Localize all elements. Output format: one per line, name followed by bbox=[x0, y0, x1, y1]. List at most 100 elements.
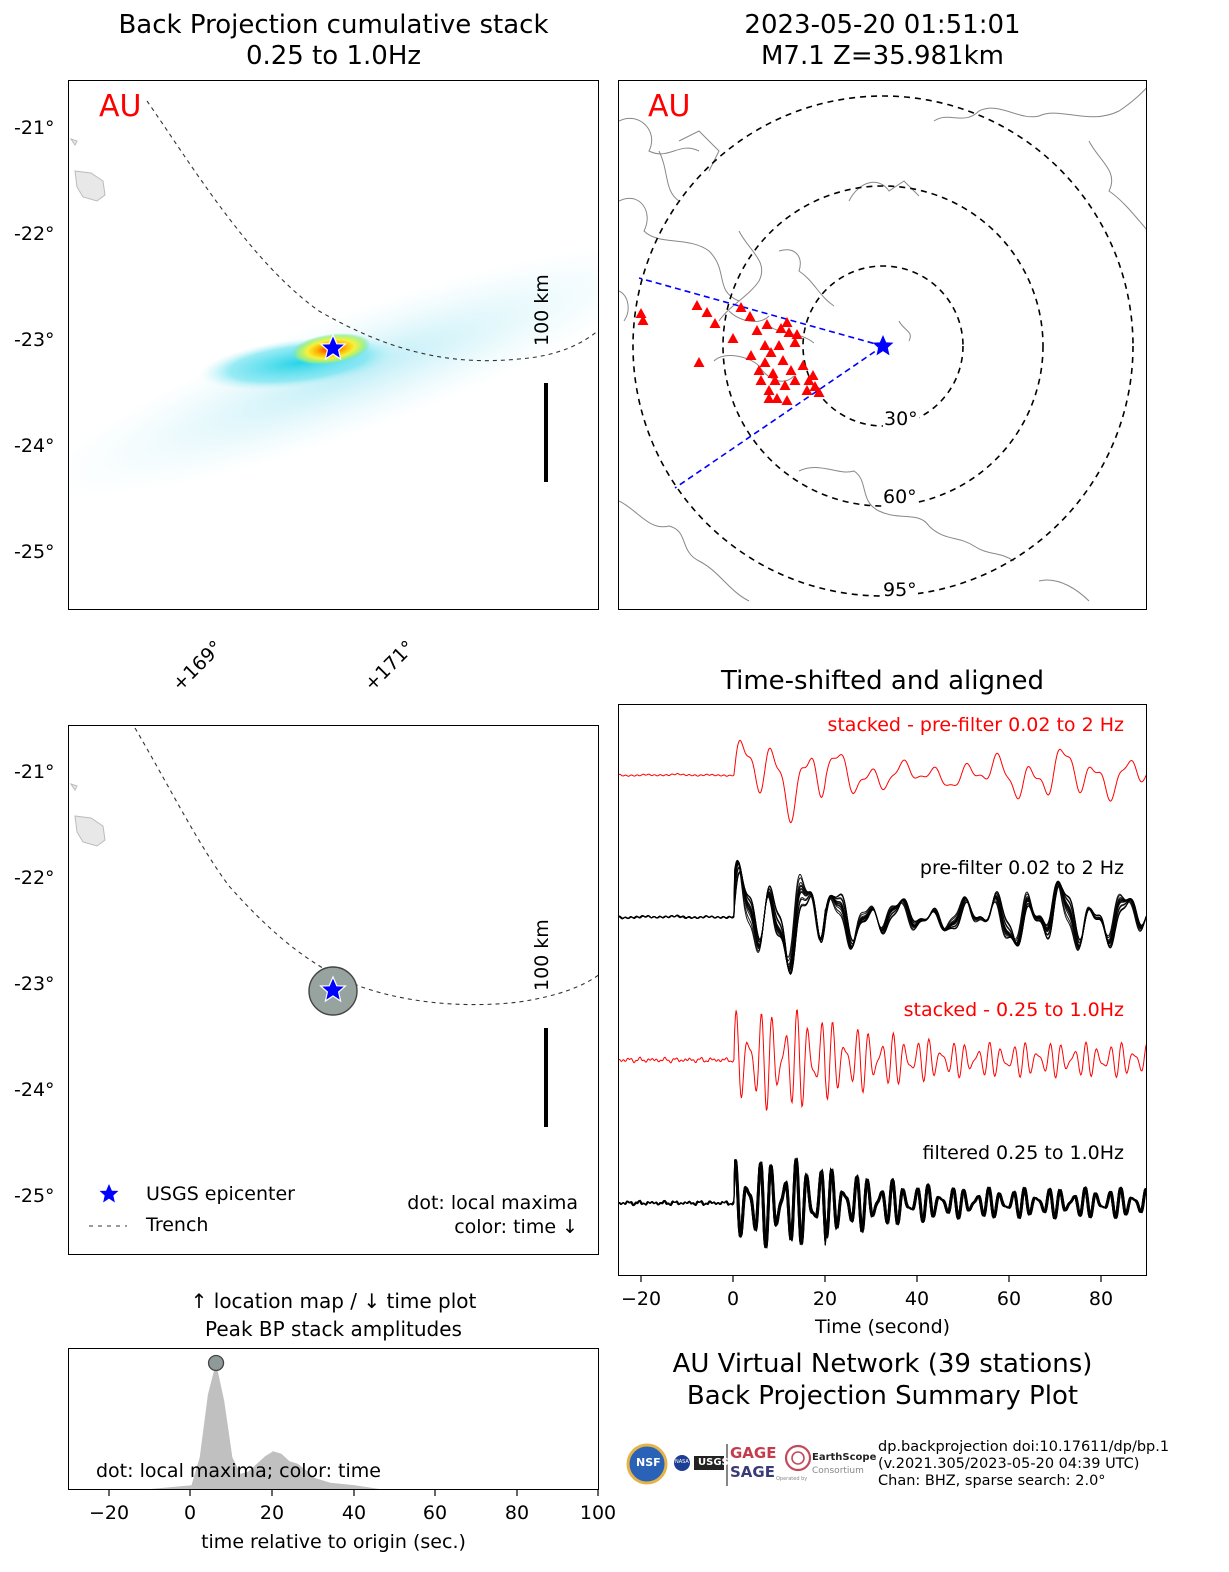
amp-title-line2: Peak BP stack amplitudes bbox=[205, 1317, 462, 1341]
summary-line1: AU Virtual Network (39 stations) bbox=[672, 1349, 1093, 1379]
station-triangle-icon bbox=[777, 355, 789, 365]
location-note-line1: dot: local maxima bbox=[407, 1192, 578, 1214]
logo-nasa-text: NASA bbox=[675, 1459, 689, 1465]
loc-lat-tick: -22° bbox=[14, 867, 55, 889]
bp-map-panel: AU 100 km bbox=[68, 80, 599, 610]
nsf-logo-icon bbox=[626, 1443, 668, 1485]
amp-panel: dot: local maxima; color: time bbox=[68, 1348, 599, 1490]
amp-xtick: 100 bbox=[579, 1502, 617, 1524]
logo-earthscope-text: EarthScope bbox=[812, 1452, 877, 1463]
logo-sage-text: SAGE bbox=[730, 1463, 775, 1481]
loc-lat-tick: -23° bbox=[14, 973, 55, 995]
island-small bbox=[69, 138, 78, 146]
info-line2: (v.2021.305/2023-05-20 04:39 UTC) bbox=[878, 1456, 1140, 1472]
station-triangle-icon bbox=[637, 315, 649, 325]
waveform-svg bbox=[619, 739, 1146, 1249]
location-map-svg bbox=[69, 727, 598, 1227]
wave-xtick: 60 bbox=[996, 1288, 1022, 1310]
amp-peak-dot bbox=[207, 1354, 225, 1372]
bp-scale-label: 100 km bbox=[531, 274, 553, 346]
bp-lat-tick: -25° bbox=[14, 541, 55, 563]
location-note-line2: color: time ↓ bbox=[454, 1216, 578, 1238]
waveform-trace bbox=[619, 1009, 1146, 1111]
station-triangle-icon bbox=[693, 357, 705, 367]
station-triangle-icon bbox=[773, 340, 785, 350]
legend-epicenter-icon bbox=[99, 1184, 119, 1203]
station-triangle-icon bbox=[789, 337, 801, 347]
station-triangle-icon bbox=[691, 300, 703, 310]
station-triangle-icon bbox=[785, 365, 797, 375]
station-triangle-icon bbox=[763, 393, 775, 403]
trace-label-stacked-filtered: stacked - 0.25 to 1.0Hz bbox=[903, 999, 1124, 1021]
amp-xtick: 40 bbox=[341, 1502, 367, 1524]
trench-line bbox=[134, 727, 598, 1006]
station-triangle-icon bbox=[763, 385, 775, 395]
waveform-title: Time-shifted and aligned bbox=[721, 666, 1044, 696]
station-triangle-icon bbox=[709, 318, 721, 328]
bp-map-network-label: AU bbox=[99, 89, 142, 124]
station-triangle-icon bbox=[783, 327, 795, 337]
waveform-trace bbox=[619, 872, 1146, 975]
epicenter-star-icon bbox=[872, 335, 894, 356]
station-triangle-icon bbox=[744, 311, 756, 321]
station-triangle-icon bbox=[765, 347, 777, 357]
amp-title-line1: ↑ location map / ↓ time plot bbox=[190, 1289, 477, 1313]
station-triangle-icon bbox=[701, 307, 713, 317]
logo-gage-text: GAGE bbox=[730, 1444, 777, 1462]
azimuth-wedge bbox=[638, 277, 884, 489]
logo-strip: NSF NASA USGS GAGE SAGE EarthScope Conso… bbox=[626, 1440, 876, 1488]
logo-consortium-text: Consortium bbox=[812, 1466, 864, 1476]
waveform-trace bbox=[619, 739, 1146, 824]
bp-lon-tick: +171° bbox=[360, 636, 420, 696]
waveform-trace bbox=[619, 1158, 1146, 1248]
island-small bbox=[69, 783, 78, 791]
ring-label-30: 30° bbox=[883, 408, 919, 430]
amp-xticks-svg bbox=[108, 1490, 599, 1496]
station-triangle-icon bbox=[775, 323, 787, 333]
amp-xlabel: time relative to origin (sec.) bbox=[201, 1531, 466, 1553]
waveform-trace bbox=[619, 872, 1146, 975]
info-line3: Chan: BHZ, sparse search: 2.0° bbox=[878, 1473, 1106, 1489]
station-triangle-icon bbox=[797, 360, 809, 370]
waveform-panel: stacked - pre-filter 0.02 to 2 Hz pre-fi… bbox=[618, 704, 1147, 1276]
island-shape bbox=[74, 815, 106, 847]
bp-heatmap-svg bbox=[69, 100, 598, 498]
trace-label-prefilter: pre-filter 0.02 to 2 Hz bbox=[919, 857, 1124, 879]
loc-lat-tick: -25° bbox=[14, 1185, 55, 1207]
wave-xtick: 20 bbox=[812, 1288, 838, 1310]
bp-lat-tick: -21° bbox=[14, 117, 55, 139]
station-triangle-icon bbox=[803, 375, 815, 385]
legend-epicenter-label: USGS epicenter bbox=[146, 1183, 295, 1205]
epicenter-star-icon bbox=[319, 975, 347, 1003]
location-map-panel: 100 km USGS epicenter Trench dot: local … bbox=[68, 725, 599, 1255]
ring-label-60: 60° bbox=[882, 486, 918, 508]
event-title-line2: M7.1 Z=35.981km bbox=[760, 41, 1004, 71]
bp-lat-tick: -22° bbox=[14, 223, 55, 245]
station-triangle-icon bbox=[727, 333, 739, 343]
trench-line bbox=[146, 100, 598, 362]
station-triangle-icon bbox=[753, 365, 765, 375]
station-triangle-icon bbox=[767, 368, 779, 378]
amp-note: dot: local maxima; color: time bbox=[96, 1460, 381, 1482]
station-map-svg bbox=[619, 87, 1146, 602]
wave-xtick: −20 bbox=[620, 1288, 662, 1310]
logo-usgs-text: USGS bbox=[698, 1457, 729, 1468]
amp-area bbox=[69, 1363, 598, 1489]
station-triangle-icon bbox=[791, 329, 803, 339]
event-map-network-label: AU bbox=[648, 89, 691, 124]
station-triangle-icon bbox=[755, 375, 767, 385]
waveform-trace bbox=[619, 866, 1146, 974]
ring-label-95: 95° bbox=[882, 579, 918, 601]
legend-trench-label: Trench bbox=[146, 1214, 209, 1236]
station-triangle-icon bbox=[779, 380, 791, 390]
station-triangle-icon bbox=[735, 302, 747, 312]
amp-xtick: 60 bbox=[422, 1502, 448, 1524]
station-triangle-icon bbox=[781, 395, 793, 405]
amp-xtick: −20 bbox=[88, 1502, 130, 1524]
nasa-logo-icon bbox=[674, 1455, 690, 1471]
amp-xtick: 20 bbox=[259, 1502, 285, 1524]
location-scale-label: 100 km bbox=[531, 919, 553, 991]
earthscope-logo-icon bbox=[784, 1444, 812, 1472]
station-triangle-icon bbox=[769, 375, 781, 385]
waveform-xlabel: Time (second) bbox=[814, 1316, 951, 1338]
